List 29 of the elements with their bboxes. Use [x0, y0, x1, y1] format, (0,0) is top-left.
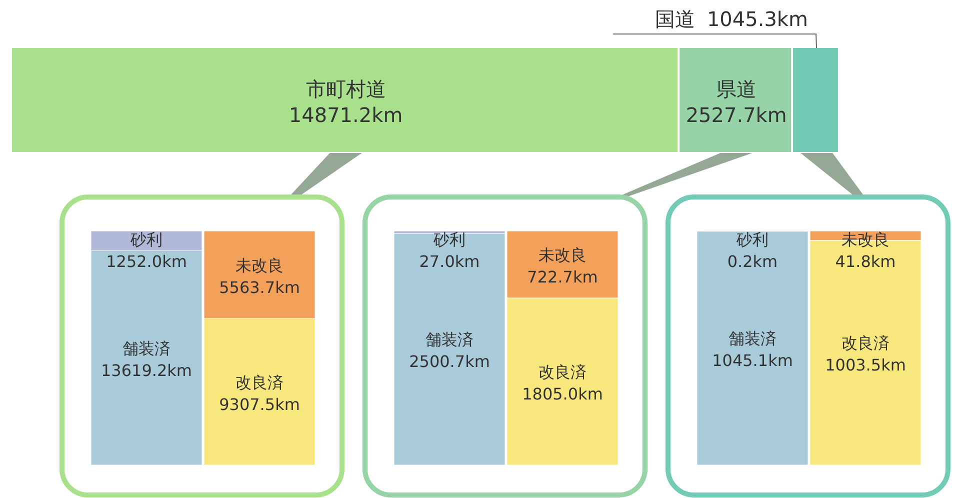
series-label: 未改良 [538, 245, 586, 264]
data-label: 5563.7km [219, 278, 300, 297]
series-label: 県道 [716, 77, 756, 101]
text: 国道 [654, 7, 695, 31]
series-label: 砂利 [130, 230, 162, 249]
data-label: 13619.2km [100, 360, 192, 380]
data-label: 14871.2km [288, 103, 403, 127]
data-label: 722.7km [527, 267, 598, 286]
data-label: 2500.7km [409, 352, 490, 372]
data-label: 1003.5km [825, 356, 906, 375]
series-label: 改良済 [842, 334, 890, 353]
series-label: 改良済 [236, 372, 284, 392]
data-label: 27.0km [419, 252, 480, 271]
series-label: 砂利 [432, 230, 466, 249]
series-label: 砂利 [736, 230, 768, 249]
data-label: 41.8km [835, 252, 896, 271]
series-label: 未改良 [236, 256, 284, 275]
series-label: 舗装済 [426, 330, 474, 350]
data-label: 2527.7km [686, 103, 787, 127]
series-label: 改良済 [538, 362, 586, 382]
data-label: 0.2km [727, 252, 778, 271]
data-label: 9307.5km [219, 394, 300, 414]
data-label: 1045.3km [706, 7, 808, 31]
series-label: 舗装済 [728, 329, 776, 348]
data-label: 1045.1km [712, 351, 793, 370]
series-label: 市町村道 [306, 77, 386, 101]
series-label: 舗装済 [122, 338, 170, 358]
data-label: 1805.0km [522, 384, 603, 404]
data-label: 1252.0km [106, 252, 187, 271]
